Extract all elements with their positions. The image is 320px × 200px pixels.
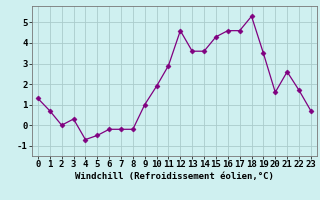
X-axis label: Windchill (Refroidissement éolien,°C): Windchill (Refroidissement éolien,°C) bbox=[75, 172, 274, 181]
